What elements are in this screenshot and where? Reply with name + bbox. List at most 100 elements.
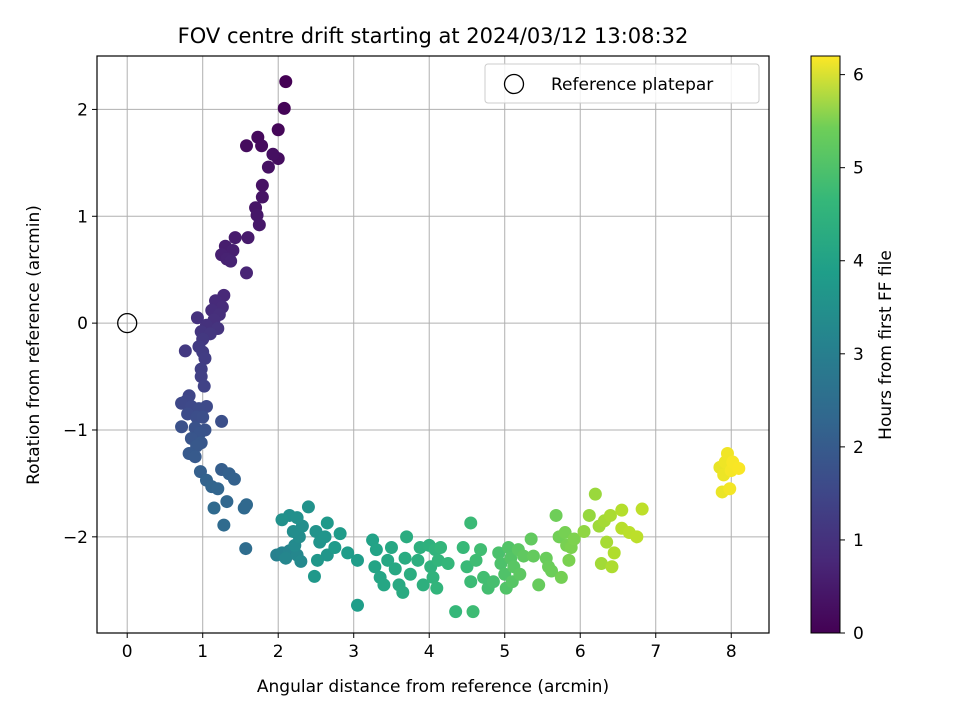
colorbar-tick-label: 0 — [853, 624, 864, 644]
data-point — [320, 516, 334, 530]
x-tick-label: 0 — [122, 642, 133, 662]
data-point — [178, 344, 192, 358]
data-point — [594, 557, 608, 571]
data-point — [190, 311, 204, 325]
data-point — [630, 530, 644, 544]
data-point — [350, 598, 364, 612]
chart-title: FOV centre drift starting at 2024/03/12 … — [178, 24, 689, 48]
x-tick-label: 6 — [575, 642, 586, 662]
legend-entry-reference-platepar: Reference platepar — [551, 75, 713, 95]
data-point — [198, 351, 212, 365]
data-point — [220, 495, 234, 509]
data-point — [456, 541, 470, 555]
data-point — [271, 123, 285, 137]
data-point — [549, 508, 563, 522]
data-point — [431, 553, 445, 567]
data-point — [384, 541, 398, 555]
data-point — [400, 530, 414, 544]
data-point — [554, 570, 568, 584]
data-point — [240, 266, 254, 280]
data-point — [600, 535, 614, 549]
data-point — [635, 502, 649, 516]
x-axis: 0 1 2 3 4 5 6 7 8 — [122, 633, 737, 662]
data-point — [605, 560, 619, 574]
data-point — [577, 524, 591, 538]
data-point — [252, 218, 266, 232]
data-point — [255, 139, 269, 153]
data-point — [502, 541, 516, 555]
data-point — [369, 543, 383, 557]
data-point — [477, 570, 491, 584]
data-point — [227, 472, 241, 486]
data-point — [224, 254, 238, 268]
reference-platepar-marker — [117, 312, 138, 334]
data-point — [396, 585, 410, 599]
data-point — [494, 557, 508, 571]
colorbar-ticks: 0 1 2 3 4 5 6 — [840, 66, 864, 644]
data-point — [434, 541, 448, 555]
data-point — [464, 575, 478, 589]
data-point — [261, 160, 275, 174]
data-point — [239, 542, 253, 556]
data-point — [558, 526, 572, 540]
data-point — [196, 410, 210, 424]
data-point — [240, 139, 254, 153]
data-point — [588, 487, 602, 501]
data-point — [310, 553, 324, 567]
data-point — [607, 546, 621, 560]
data-point — [430, 581, 444, 595]
data-point — [197, 379, 211, 393]
data-point — [175, 420, 189, 434]
data-point — [517, 549, 531, 563]
data-point — [377, 578, 391, 592]
data-point — [388, 562, 402, 576]
plot-frame — [96, 55, 770, 634]
data-point — [207, 501, 221, 515]
data-point — [279, 75, 293, 89]
legend-box — [484, 63, 760, 104]
data-point — [266, 147, 280, 161]
data-point — [211, 482, 225, 496]
x-tick-label: 7 — [650, 642, 661, 662]
y-tick-label: −1 — [63, 421, 88, 441]
x-tick-label: 1 — [197, 642, 208, 662]
data-point — [441, 557, 455, 571]
data-point — [350, 553, 364, 567]
data-point — [398, 551, 412, 565]
y-tick-label: −2 — [63, 528, 88, 548]
data-point — [368, 560, 382, 574]
colorbar-tick-label: 2 — [853, 438, 864, 458]
data-point — [307, 569, 321, 583]
x-tick-label: 5 — [499, 642, 510, 662]
y-tick-label: 0 — [77, 314, 88, 334]
data-point — [333, 527, 347, 541]
data-point — [615, 503, 629, 517]
data-point — [255, 178, 269, 192]
data-point — [217, 518, 231, 532]
data-point — [403, 567, 417, 581]
data-point — [532, 578, 546, 592]
colorbar-gradient — [810, 55, 841, 634]
data-point — [474, 543, 488, 557]
data-point — [526, 549, 540, 563]
data-point — [301, 500, 315, 514]
y-axis: −2 −1 0 1 2 — [63, 100, 97, 548]
data-point — [732, 461, 746, 475]
x-tick-label: 4 — [424, 642, 435, 662]
data-point — [426, 570, 440, 584]
data-point — [469, 553, 483, 567]
legend-marker-open-circle-icon — [503, 73, 525, 95]
data-point — [328, 541, 342, 555]
x-tick-label: 8 — [726, 642, 737, 662]
data-point — [513, 567, 527, 581]
data-point — [228, 231, 242, 245]
data-point — [449, 605, 463, 619]
data-point — [545, 564, 559, 578]
colorbar-tick-label: 1 — [853, 531, 864, 551]
data-point — [237, 501, 251, 515]
data-point — [492, 546, 506, 560]
colorbar-tick-label: 4 — [853, 252, 864, 272]
data-point — [255, 190, 269, 204]
data-point — [215, 414, 229, 428]
